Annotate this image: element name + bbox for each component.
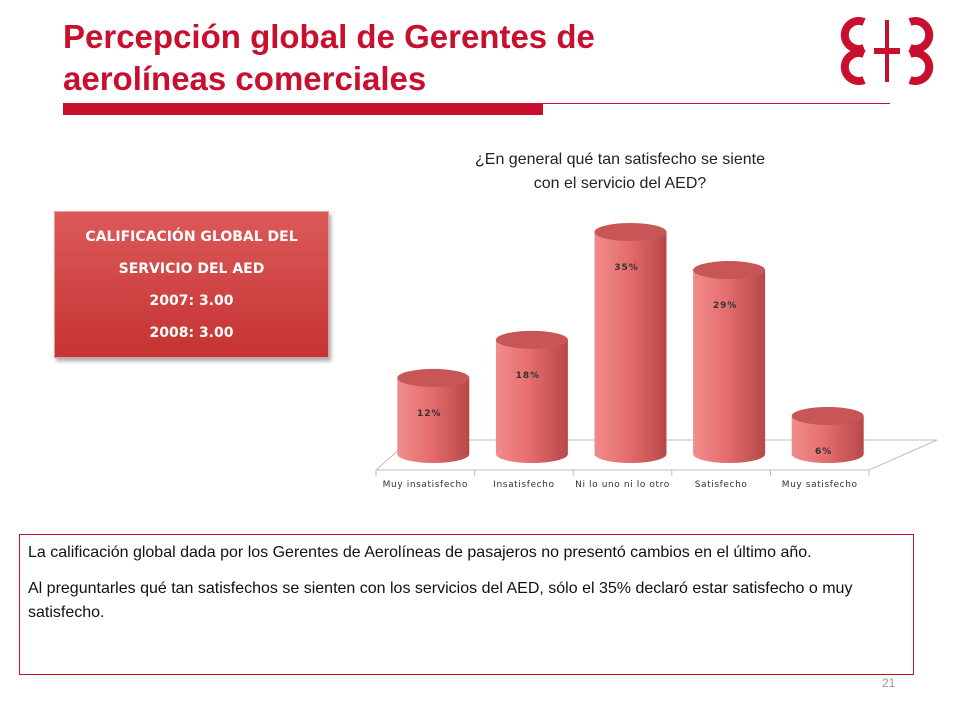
bar-top bbox=[791, 406, 864, 425]
slide-title-line-1: Percepción global de Gerentes de bbox=[63, 18, 595, 55]
title-underline-bar bbox=[63, 103, 543, 115]
satisfaction-chart: 12% 18% 35% 29% 6% Muy insatisfecho Insatisfe… bbox=[374, 223, 938, 490]
bar-body bbox=[397, 377, 470, 463]
x-tick-label: Muy insatisfecho bbox=[383, 480, 468, 490]
page-number: 21 bbox=[882, 676, 896, 690]
bar-body bbox=[594, 232, 667, 463]
bar-top bbox=[495, 330, 568, 349]
brand-logo bbox=[840, 17, 934, 85]
data-label: 35% bbox=[614, 263, 639, 273]
chart-bars: 12% 18% 35% 29% 6% bbox=[397, 223, 864, 463]
bar-body bbox=[791, 415, 864, 463]
score-box-line-2: SERVICIO DEL AED bbox=[118, 260, 265, 277]
bar-top bbox=[693, 261, 766, 280]
bar-body bbox=[495, 339, 568, 463]
slide-title-line-2: aerolíneas comerciales bbox=[63, 60, 427, 97]
global-score-box: CALIFICACIÓN GLOBAL DEL SERVICIO DEL AED… bbox=[54, 211, 329, 358]
data-label: 29% bbox=[713, 301, 738, 311]
x-tick-label: Insatisfecho bbox=[493, 480, 554, 490]
x-tick-label: Ni lo uno ni lo otro bbox=[575, 480, 670, 490]
score-2007: 2007: 3.00 bbox=[149, 292, 234, 309]
bar-2: 18% bbox=[495, 330, 568, 463]
x-tick-label: Muy satisfecho bbox=[782, 480, 858, 490]
data-label: 12% bbox=[417, 409, 442, 419]
slide-title: Percepción global de Gerentes de aerolín… bbox=[63, 16, 763, 100]
bar-body bbox=[693, 270, 766, 463]
chart-question-line-2: con el servicio del AED? bbox=[533, 175, 707, 192]
summary-paragraph-2: Al preguntarles qué tan satisfechos se s… bbox=[28, 580, 853, 621]
bar-4: 29% bbox=[693, 261, 766, 463]
bar-top bbox=[397, 368, 470, 387]
bar-3: 35% bbox=[594, 223, 667, 463]
summary-paragraph-1: La calificación global dada por los Gere… bbox=[28, 544, 812, 561]
data-label: 6% bbox=[815, 447, 832, 457]
title-underline-rule bbox=[543, 103, 890, 104]
score-box-line-1: CALIFICACIÓN GLOBAL DEL bbox=[85, 228, 298, 245]
data-label: 18% bbox=[516, 371, 541, 381]
chart-question: ¿En general qué tan satisfecho se siente… bbox=[420, 148, 820, 196]
x-tick-label: Satisfecho bbox=[695, 480, 748, 490]
bar-1: 12% bbox=[397, 368, 470, 463]
bar-5: 6% bbox=[791, 406, 864, 463]
chart-x-labels: Muy insatisfecho Insatisfecho Ni lo uno ni… bbox=[383, 480, 858, 490]
score-2008: 2008: 3.00 bbox=[149, 324, 234, 341]
bar-top bbox=[594, 223, 667, 241]
chart-question-line-1: ¿En general qué tan satisfecho se siente bbox=[475, 151, 765, 168]
summary-note-box: La calificación global dada por los Gere… bbox=[19, 534, 914, 675]
